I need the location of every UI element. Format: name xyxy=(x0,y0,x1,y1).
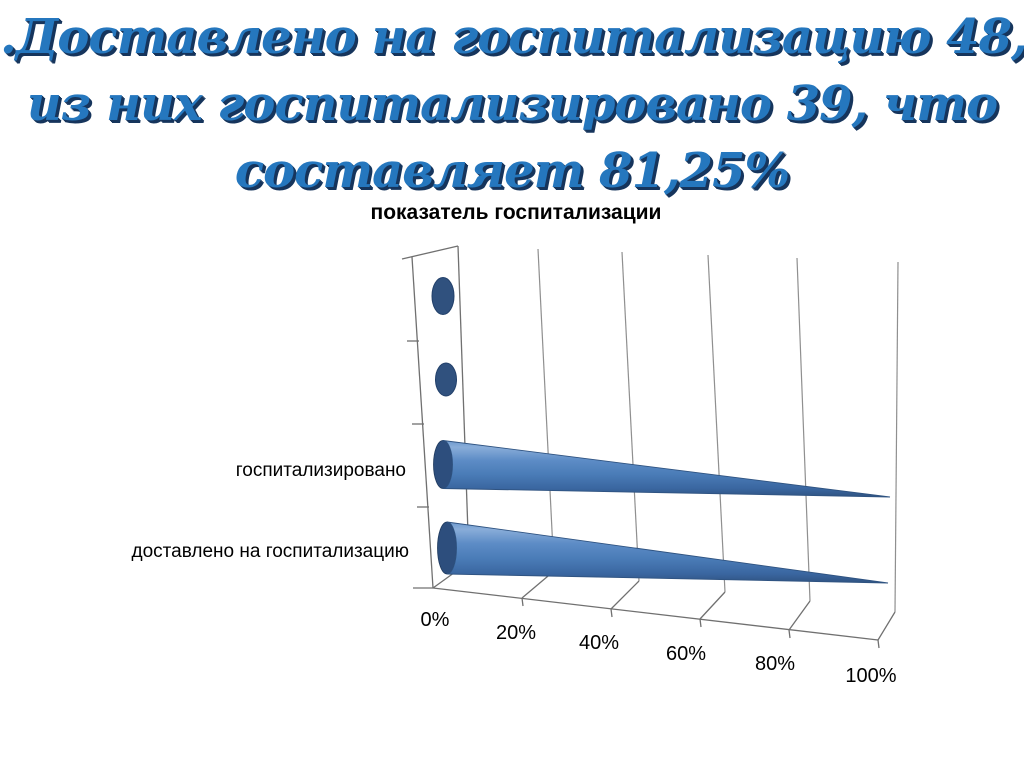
category-label-delivered: доставлено на госпитализацию xyxy=(132,541,409,562)
x-tick-60 xyxy=(699,618,702,628)
zero-cone-marker-1 xyxy=(431,277,455,315)
wall-back-edge xyxy=(457,245,470,563)
cone-body xyxy=(442,440,891,498)
wall-top-edge xyxy=(401,245,459,260)
x-label-80: 80% xyxy=(755,653,795,675)
x-tick-100 xyxy=(877,639,880,649)
floor-depth-100 xyxy=(877,611,896,641)
floor-depth-40 xyxy=(610,580,640,610)
category-label-hospitalized: госпитализировано xyxy=(236,460,406,481)
floor-depth-60 xyxy=(699,591,726,620)
gridline-100 xyxy=(894,261,899,613)
wall-front-edge xyxy=(411,256,434,589)
zero-cone-marker-2 xyxy=(435,362,457,397)
x-tick-80 xyxy=(788,629,791,639)
chart-floor xyxy=(432,570,896,649)
slide-title-line-1: .Доставлено на госпитализацию 48, xyxy=(0,9,1024,65)
x-label-20: 20% xyxy=(496,622,536,644)
cone-body xyxy=(446,521,889,584)
left-wall xyxy=(401,245,470,589)
slide-title-line-2: из них госпитализировано 39, что xyxy=(26,76,998,132)
x-tick-40 xyxy=(610,608,613,618)
x-label-100: 100% xyxy=(845,665,896,687)
gridline-80 xyxy=(796,257,811,602)
x-label-60: 60% xyxy=(666,643,706,665)
gridline-20 xyxy=(537,248,555,572)
x-label-40: 40% xyxy=(579,632,619,654)
chart-title: показатель госпитализации xyxy=(371,201,662,224)
floor-depth-80 xyxy=(788,600,811,631)
slide-title: .Доставлено на госпитализацию 48, из них… xyxy=(0,4,1024,205)
cone-bar-hospitalized xyxy=(433,440,891,498)
floor-front-edge xyxy=(432,587,879,641)
cone-bar-delivered xyxy=(437,521,889,584)
gridline-60 xyxy=(707,254,726,593)
x-tick-20 xyxy=(521,597,524,607)
x-label-0: 0% xyxy=(421,609,450,631)
slide-title-line-3: составляет 81,25% xyxy=(234,143,790,199)
gridlines xyxy=(537,248,899,613)
x-axis-labels: 0% 20% 40% 60% 80% 100% xyxy=(421,609,897,687)
gridline-40 xyxy=(621,251,640,582)
